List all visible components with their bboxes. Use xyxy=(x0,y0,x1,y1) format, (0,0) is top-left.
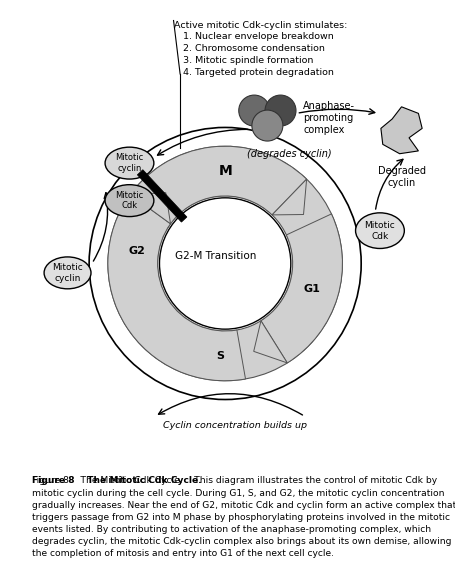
Circle shape xyxy=(239,95,270,126)
Text: Anaphase-
promoting
complex: Anaphase- promoting complex xyxy=(303,101,355,136)
Wedge shape xyxy=(261,214,343,363)
Polygon shape xyxy=(137,170,187,222)
Ellipse shape xyxy=(44,257,91,289)
Ellipse shape xyxy=(105,147,154,179)
Wedge shape xyxy=(108,146,343,381)
Text: Mitotic
Cdk: Mitotic Cdk xyxy=(115,191,144,210)
Text: Cyclin concentration builds up: Cyclin concentration builds up xyxy=(162,421,307,430)
Text: Mitotic
cyclin: Mitotic cyclin xyxy=(52,263,83,283)
Ellipse shape xyxy=(355,213,404,248)
Wedge shape xyxy=(126,146,307,228)
Circle shape xyxy=(160,198,291,329)
Text: M: M xyxy=(218,164,232,178)
Polygon shape xyxy=(254,321,287,363)
Text: G1: G1 xyxy=(304,284,321,294)
Text: Active mitotic Cdk-cyclin stimulates:
   1. Nuclear envelope breakdown
   2. Chr: Active mitotic Cdk-cyclin stimulates: 1.… xyxy=(173,21,347,77)
Text: Figure 8    The Mitotic Cdk Cycle.    This diagram illustrates the control of mi: Figure 8 The Mitotic Cdk Cycle. This dia… xyxy=(32,476,455,558)
Text: S: S xyxy=(216,351,224,361)
Wedge shape xyxy=(108,194,246,381)
Polygon shape xyxy=(381,107,422,154)
Text: Mitotic
Cdk: Mitotic Cdk xyxy=(364,221,395,241)
Text: G2: G2 xyxy=(128,246,145,256)
Ellipse shape xyxy=(105,185,154,217)
Text: Mitotic
cyclin: Mitotic cyclin xyxy=(115,153,144,173)
Polygon shape xyxy=(130,193,171,224)
Text: Figure 8    The Mitotic Cdk Cycle.: Figure 8 The Mitotic Cdk Cycle. xyxy=(32,476,202,486)
Text: Degraded
cyclin: Degraded cyclin xyxy=(378,166,425,188)
Text: G2-M Transition: G2-M Transition xyxy=(175,251,257,261)
Circle shape xyxy=(252,110,283,141)
Polygon shape xyxy=(272,179,307,215)
Circle shape xyxy=(265,95,296,126)
Text: (degrades cyclin): (degrades cyclin) xyxy=(247,149,331,158)
